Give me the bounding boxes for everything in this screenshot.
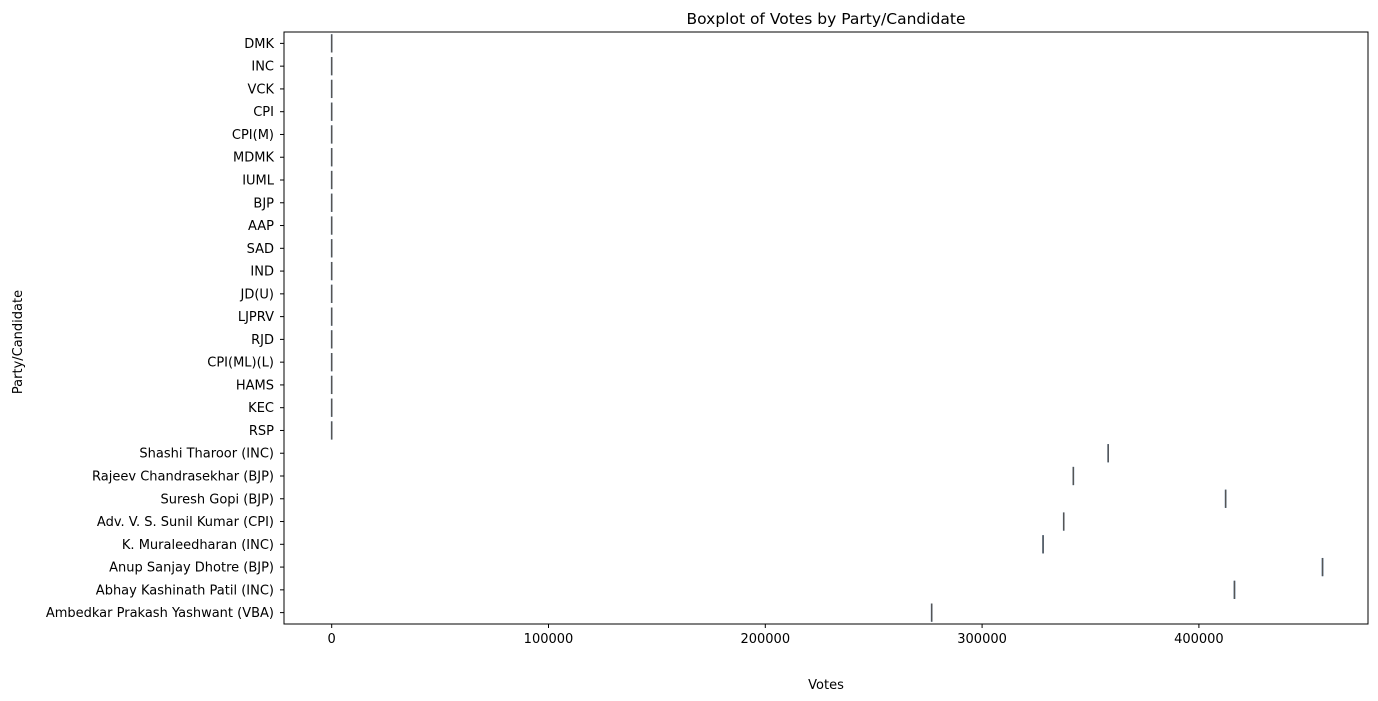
box-mark (330, 330, 333, 349)
box-mark (330, 79, 333, 99)
y-tick-label: Abhay Kashinath Patil (INC) (96, 583, 274, 598)
box-mark (1224, 489, 1227, 508)
y-tick-label: KEC (248, 401, 274, 416)
y-tick-label: Adv. V. S. Sunil Kumar (CPI) (97, 515, 274, 530)
box-mark (330, 102, 333, 121)
box-mark (330, 353, 333, 372)
x-tick-label: 0 (328, 632, 336, 647)
y-tick-label: RJD (251, 333, 274, 348)
y-tick-label: MDMK (233, 151, 274, 166)
y-tick-label: LJPRV (238, 310, 274, 325)
box-mark (330, 307, 333, 326)
box-mark (330, 421, 333, 440)
plot-area (330, 34, 1324, 622)
box-mark (330, 398, 333, 417)
y-tick-label: Suresh Gopi (BJP) (161, 492, 274, 507)
box-mark (930, 603, 933, 622)
box-mark (1321, 557, 1324, 577)
y-tick-label: CPI (253, 105, 274, 120)
y-tick-label: HAMS (236, 378, 274, 393)
y-tick-label: IUML (242, 174, 275, 189)
y-tick-label: K. Muraleedharan (INC) (122, 538, 274, 553)
box-mark (1062, 512, 1065, 531)
y-tick-label: INC (251, 60, 274, 75)
y-tick-label: VCK (248, 82, 275, 97)
x-tick-label: 300000 (957, 632, 1007, 647)
y-tick-label: DMK (244, 37, 274, 52)
y-axis: DMK INC VCK CPI CPI(M) MDMK IUML BJP AAP SAD IND JD… (46, 37, 284, 621)
box-mark (330, 193, 333, 212)
y-tick-label: CPI(ML)(L) (207, 356, 274, 371)
box-mark (330, 284, 333, 303)
plot-frame (283, 31, 1369, 625)
y-tick-label: RSP (249, 424, 274, 439)
y-tick-label: AAP (248, 219, 274, 234)
x-tick-label: 200000 (740, 632, 790, 647)
x-tick-label: 100000 (524, 632, 574, 647)
x-axis: 0 100000 200000 300000 400000 (328, 624, 1224, 647)
box-mark (1233, 580, 1236, 599)
box-mark (1042, 535, 1044, 554)
y-tick-label: CPI(M) (232, 128, 274, 143)
x-tick-label: 400000 (1174, 632, 1224, 647)
box-mark (330, 148, 333, 167)
y-tick-label: Anup Sanjay Dhotre (BJP) (109, 561, 274, 576)
y-tick-label: BJP (253, 196, 274, 211)
chart-title: Boxplot of Votes by Party/Candidate (687, 10, 966, 28)
y-tick-label: Shashi Tharoor (INC) (139, 447, 274, 462)
box-mark (330, 261, 333, 281)
box-mark (1072, 466, 1075, 486)
y-axis-label: Party/Candidate (11, 290, 26, 394)
box-mark (330, 57, 333, 76)
y-tick-label: Ambedkar Prakash Yashwant (VBA) (46, 606, 274, 621)
box-mark (330, 375, 333, 395)
y-tick-label: JD(U) (239, 287, 274, 302)
box-mark (330, 216, 333, 235)
box-mark (330, 170, 333, 190)
y-tick-label: Rajeev Chandrasekhar (BJP) (92, 470, 274, 485)
box-mark (1107, 444, 1109, 463)
y-tick-label: IND (250, 265, 274, 280)
box-mark (330, 125, 333, 144)
box-mark (330, 34, 333, 53)
y-tick-label: SAD (247, 242, 274, 257)
box-mark (330, 239, 333, 258)
x-axis-label: Votes (808, 678, 844, 693)
